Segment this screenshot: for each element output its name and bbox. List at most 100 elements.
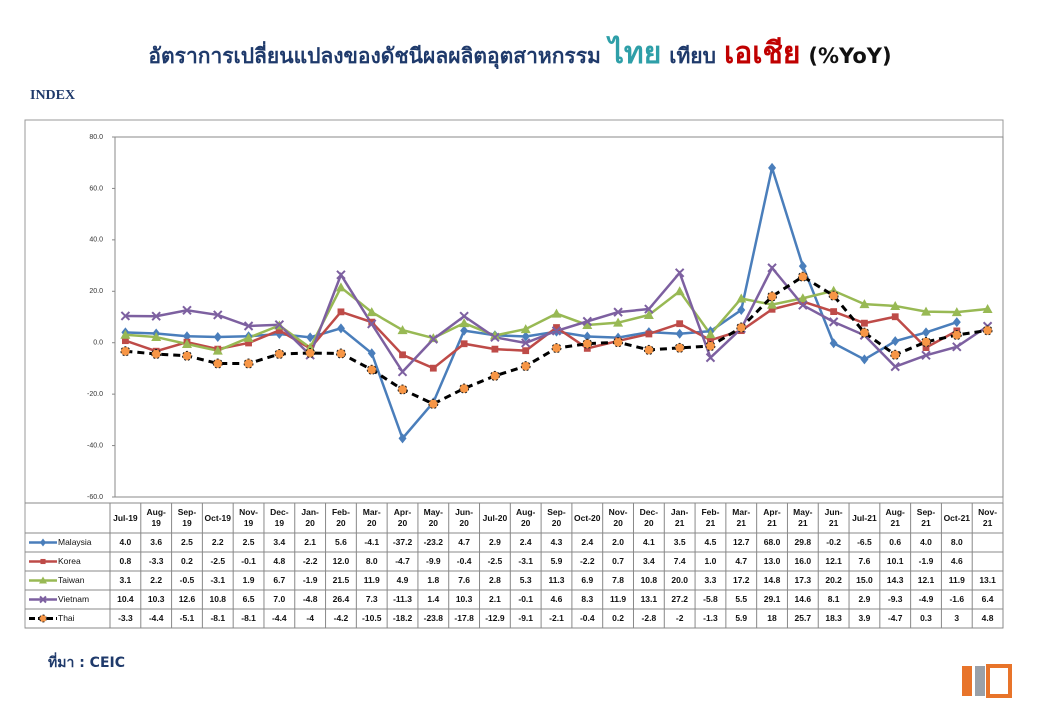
y-tick-label: 80.0 (89, 134, 103, 141)
x-tick-label: Oct-19 (204, 512, 231, 523)
y-tick-label: -60.0 (87, 494, 103, 501)
data-point (213, 332, 222, 343)
title-part: ไทย (608, 36, 662, 71)
data-point (213, 310, 223, 320)
x-tick-label: Aug-21 (885, 507, 905, 528)
data-point (890, 349, 901, 360)
table-value: -5.1 (179, 613, 195, 623)
table-value: 13.1 (979, 575, 996, 585)
data-point (859, 327, 870, 338)
table-value: -11.3 (393, 594, 412, 604)
data-point (490, 332, 500, 343)
table-value: 11.3 (548, 575, 565, 585)
table-value: 6.7 (273, 575, 286, 585)
x-tick-label: Dec-19 (270, 507, 289, 528)
data-point (489, 330, 500, 340)
table-value: -8.1 (241, 613, 256, 623)
table-value: 10.8 (640, 575, 658, 585)
legend-marker (40, 558, 46, 565)
table-value: 13.0 (763, 556, 781, 566)
table-value: -4.7 (395, 556, 410, 566)
data-point (861, 319, 868, 327)
table-value: 6.9 (581, 575, 594, 585)
table-value: 7.4 (673, 556, 686, 566)
data-point (676, 320, 684, 328)
y-axis-title: INDEX (30, 88, 76, 103)
data-point (121, 337, 129, 345)
table-value: 2.2 (150, 575, 163, 585)
data-point (212, 345, 223, 355)
data-point (582, 316, 593, 327)
data-point (613, 337, 624, 348)
table-value: 4.7 (458, 537, 471, 547)
table-value: -0.5 (179, 575, 195, 585)
table-value: -10.5 (362, 613, 382, 623)
table-value: 3.4 (642, 556, 655, 566)
table-value: -6.5 (857, 537, 872, 547)
data-point (952, 342, 962, 352)
table-value: 2.9 (488, 537, 501, 547)
data-point (674, 268, 685, 278)
x-tick-label: Mar-20 (362, 507, 381, 528)
table-value: 2.0 (612, 537, 624, 547)
title-part: (%YoY) (808, 44, 892, 68)
table-value: 12.0 (332, 556, 350, 566)
x-tick-label: Aug-19 (146, 507, 166, 528)
data-point (551, 343, 562, 354)
table-value: 12.7 (732, 537, 750, 547)
x-tick-label: Aug-20 (516, 507, 536, 528)
table-value: 7.3 (365, 594, 378, 604)
table-value: -2.5 (210, 556, 226, 566)
data-point (335, 282, 346, 292)
table-value: 12.6 (178, 594, 196, 604)
data-point (921, 336, 932, 347)
data-point (151, 349, 162, 360)
data-point (643, 344, 654, 355)
data-point (336, 270, 346, 280)
table-value: 1.9 (242, 575, 255, 585)
table-value: 8.0 (950, 537, 963, 547)
x-tick-label: Jan-21 (670, 507, 689, 528)
table-value: -2.8 (641, 613, 657, 623)
table-value: -4.2 (333, 613, 349, 623)
data-point (583, 331, 592, 342)
table-value: 7.0 (273, 594, 286, 604)
data-point (428, 334, 439, 344)
data-point (489, 370, 500, 381)
x-tick-label: Feb-20 (331, 507, 350, 528)
legend-label: Thai (58, 613, 75, 623)
data-point (736, 293, 747, 303)
data-point (459, 383, 470, 394)
table-value: -3.3 (148, 556, 164, 566)
data-point (366, 307, 377, 317)
table-value: 3.6 (150, 537, 163, 547)
table-value: -8.1 (210, 613, 226, 623)
table-value: 13.1 (640, 594, 658, 604)
x-tick-label: May-21 (793, 507, 813, 528)
table-value: 12.1 (917, 575, 935, 585)
table-value: -4.7 (887, 613, 903, 623)
table-value: 26.4 (332, 594, 350, 604)
table-value: 5.5 (735, 594, 748, 604)
data-point (951, 330, 962, 340)
table-value: 3.5 (673, 537, 686, 547)
table-value: 3.1 (119, 575, 132, 585)
table-value: 20.2 (825, 575, 842, 585)
data-point (553, 324, 560, 331)
table-value: 17.2 (732, 575, 750, 585)
table-value: 4.6 (550, 594, 563, 604)
table-value: 2.9 (858, 594, 871, 604)
x-tick-label: Jul-20 (482, 512, 508, 523)
data-point (335, 348, 346, 359)
x-tick-label: May-20 (423, 507, 443, 528)
table-value: -4.1 (364, 537, 380, 547)
x-tick-label: Sep-20 (547, 507, 566, 528)
data-point (613, 307, 623, 317)
source: ที่มา : CEIC (48, 655, 125, 671)
data-point (675, 328, 684, 339)
table-value: 3.3 (704, 575, 717, 585)
table-value: 6.5 (242, 594, 255, 604)
data-point (182, 305, 192, 316)
data-point (583, 344, 591, 352)
